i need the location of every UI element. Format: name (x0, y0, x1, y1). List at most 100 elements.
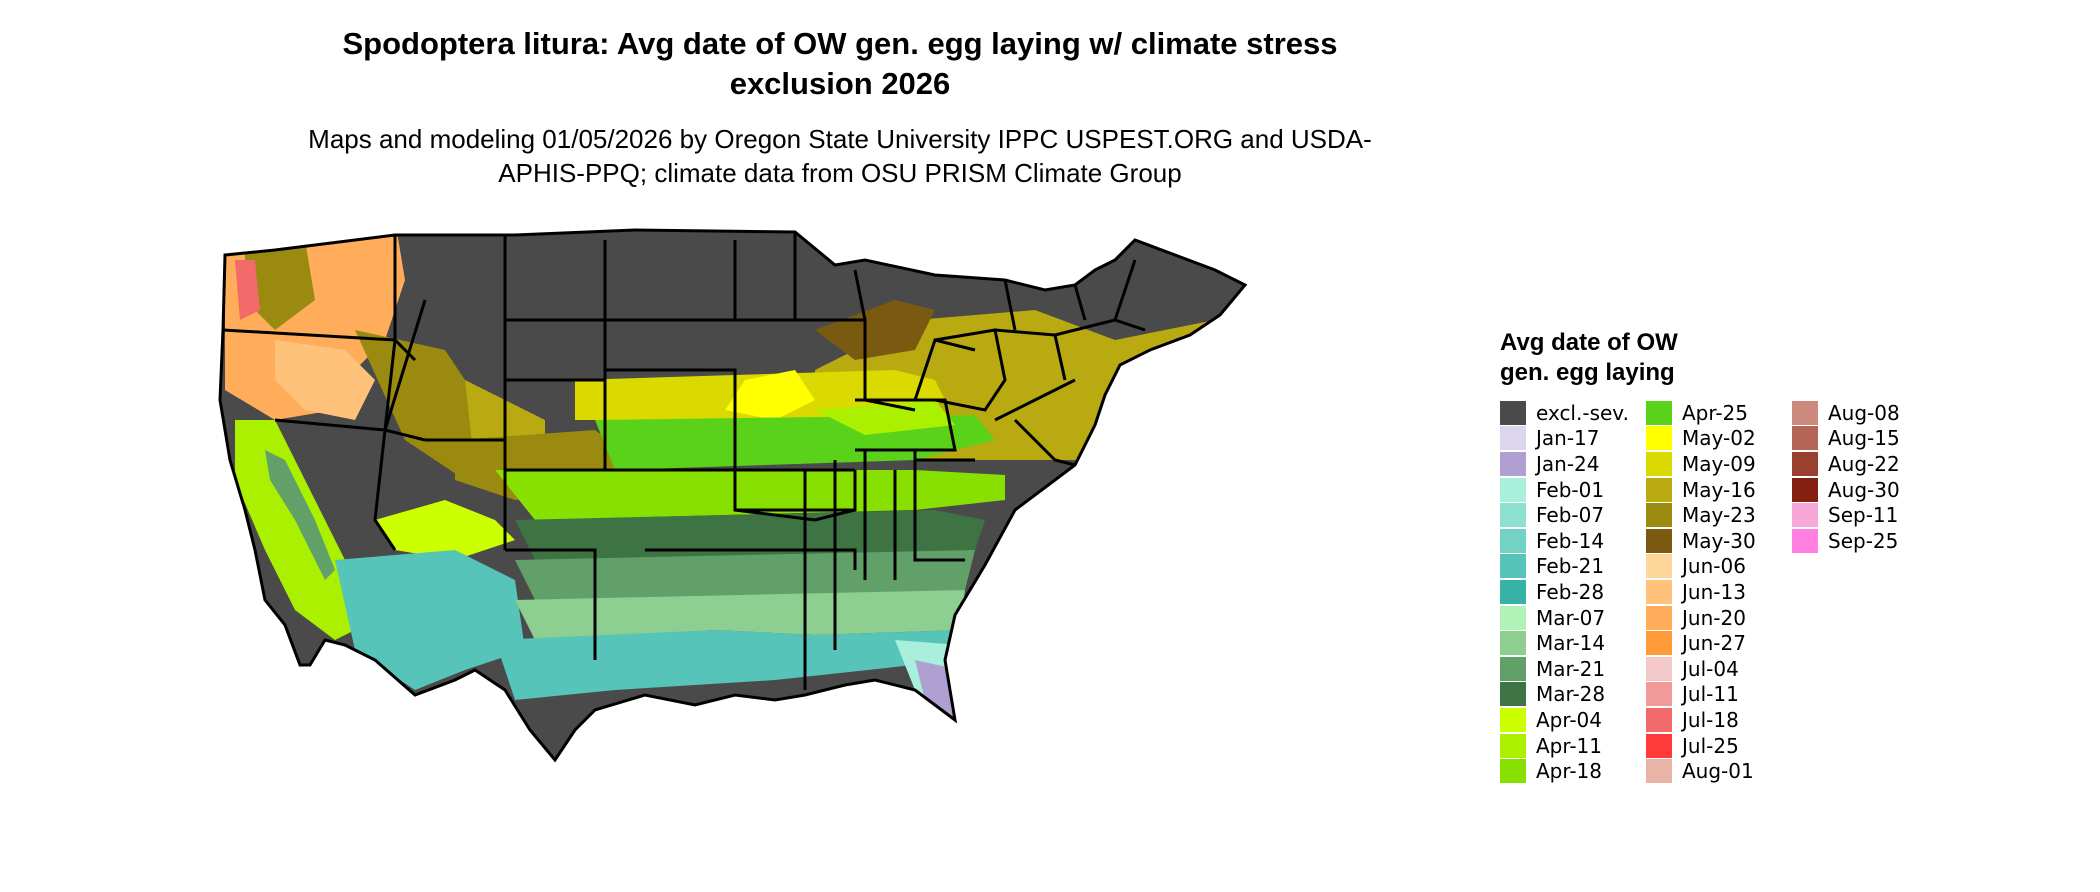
legend-label: Aug-01 (1682, 759, 1754, 784)
legend-columns: excl.-sev. Jan-17 Jan-24 Feb-01 Feb-07 Feb-14… (1500, 400, 1940, 784)
legend-item: Mar-07 (1500, 605, 1646, 631)
legend-label: Apr-04 (1536, 707, 1602, 732)
legend-swatch (1500, 528, 1526, 553)
legend-label: May-16 (1682, 477, 1756, 502)
legend-item: Jan-24 (1500, 451, 1646, 477)
legend-swatch (1500, 426, 1526, 451)
legend-label: Mar-28 (1536, 682, 1606, 707)
legend-label: Aug-15 (1828, 426, 1900, 451)
legend-item: Apr-25 (1646, 400, 1792, 426)
legend-label: Jun-20 (1682, 605, 1746, 630)
legend-swatch (1646, 451, 1672, 476)
legend-swatch (1646, 554, 1672, 579)
legend-item: excl.-sev. (1500, 400, 1646, 426)
legend-swatch (1500, 554, 1526, 579)
legend-swatch (1500, 656, 1526, 681)
legend-item: Sep-25 (1792, 528, 1938, 554)
legend-label: Feb-14 (1536, 528, 1605, 553)
legend-swatch (1646, 733, 1672, 758)
legend-swatch (1792, 528, 1818, 553)
us-map (218, 228, 1248, 763)
legend-swatch (1500, 503, 1526, 528)
legend-item: Jun-13 (1646, 579, 1792, 605)
legend-label: Jan-17 (1536, 426, 1600, 451)
legend-item: Feb-28 (1500, 579, 1646, 605)
legend-label: Sep-25 (1828, 528, 1899, 553)
legend-label: excl.-sev. (1536, 400, 1629, 425)
map-subtitle: Maps and modeling 01/05/2026 by Oregon S… (308, 124, 1372, 188)
legend-swatch (1792, 426, 1818, 451)
legend-swatch (1500, 451, 1526, 476)
legend-swatch (1792, 451, 1818, 476)
legend-item: Sep-11 (1792, 502, 1938, 528)
legend-item: Aug-08 (1792, 400, 1938, 426)
state-borders (218, 228, 1248, 763)
legend-label: Mar-07 (1536, 605, 1606, 630)
legend-swatch (1500, 605, 1526, 630)
legend-swatch (1646, 400, 1672, 425)
legend-label: Aug-08 (1828, 400, 1900, 425)
legend-swatch (1792, 477, 1818, 502)
legend-label: Jul-25 (1682, 733, 1739, 758)
legend-label: Jun-13 (1682, 579, 1746, 604)
legend-item: Jan-17 (1500, 426, 1646, 452)
legend-item: Aug-15 (1792, 426, 1938, 452)
legend-swatch (1646, 656, 1672, 681)
legend-item: Mar-21 (1500, 656, 1646, 682)
legend-swatch (1646, 503, 1672, 528)
legend-item: Aug-01 (1646, 758, 1792, 784)
legend-label: Feb-21 (1536, 554, 1605, 579)
legend-label: Jul-11 (1682, 682, 1739, 707)
legend-column: Aug-08 Aug-15 Aug-22 Aug-30 Sep-11 Sep-25 (1792, 400, 1938, 784)
legend-label: Feb-28 (1536, 579, 1605, 604)
legend-item: Jul-11 (1646, 682, 1792, 708)
legend-label: Mar-14 (1536, 631, 1606, 656)
legend-label: May-23 (1682, 503, 1756, 528)
legend-item: May-30 (1646, 528, 1792, 554)
legend-swatch (1646, 477, 1672, 502)
map-title: Spodoptera litura: Avg date of OW gen. e… (342, 26, 1338, 101)
legend-swatch (1500, 733, 1526, 758)
legend-item: Jun-20 (1646, 605, 1792, 631)
legend-title-line2: gen. egg laying (1500, 359, 1675, 386)
legend-swatch (1646, 631, 1672, 656)
legend-item: Jul-25 (1646, 733, 1792, 759)
legend-title: Avg date of OW gen. egg laying (1500, 328, 1940, 388)
legend-label: Apr-25 (1682, 400, 1748, 425)
legend-label: Mar-21 (1536, 656, 1606, 681)
legend-label: Jan-24 (1536, 451, 1600, 476)
legend-swatch (1646, 605, 1672, 630)
legend-column: Apr-25 May-02 May-09 May-16 May-23 May-30 Jun-… (1646, 400, 1792, 784)
legend-label: May-02 (1682, 426, 1756, 451)
legend-item: Aug-30 (1792, 477, 1938, 503)
legend-item: Apr-04 (1500, 707, 1646, 733)
legend-label: Aug-22 (1828, 451, 1900, 476)
legend-swatch (1792, 400, 1818, 425)
legend-item: Jul-18 (1646, 707, 1792, 733)
legend-label: Sep-11 (1828, 503, 1899, 528)
legend-swatch (1646, 528, 1672, 553)
legend-swatch (1646, 707, 1672, 732)
legend-label: May-30 (1682, 528, 1756, 553)
legend-item: Apr-18 (1500, 758, 1646, 784)
legend-label: Aug-30 (1828, 477, 1900, 502)
legend-label: Jun-06 (1682, 554, 1746, 579)
legend-column: excl.-sev. Jan-17 Jan-24 Feb-01 Feb-07 Feb-14… (1500, 400, 1646, 784)
map-legend: Avg date of OW gen. egg laying excl.-sev… (1500, 328, 1940, 784)
legend-item: Apr-11 (1500, 733, 1646, 759)
legend-swatch (1500, 579, 1526, 604)
legend-label: Apr-11 (1536, 733, 1602, 758)
legend-title-line1: Avg date of OW (1500, 329, 1678, 356)
legend-swatch (1646, 759, 1672, 784)
legend-swatch (1500, 631, 1526, 656)
legend-item: May-09 (1646, 451, 1792, 477)
legend-label: Apr-18 (1536, 759, 1602, 784)
legend-swatch (1646, 426, 1672, 451)
legend-item: Mar-28 (1500, 682, 1646, 708)
legend-item: Feb-01 (1500, 477, 1646, 503)
legend-swatch (1500, 682, 1526, 707)
legend-label: Jul-04 (1682, 656, 1739, 681)
legend-item: Jun-06 (1646, 554, 1792, 580)
legend-item: Feb-07 (1500, 502, 1646, 528)
legend-label: May-09 (1682, 451, 1756, 476)
